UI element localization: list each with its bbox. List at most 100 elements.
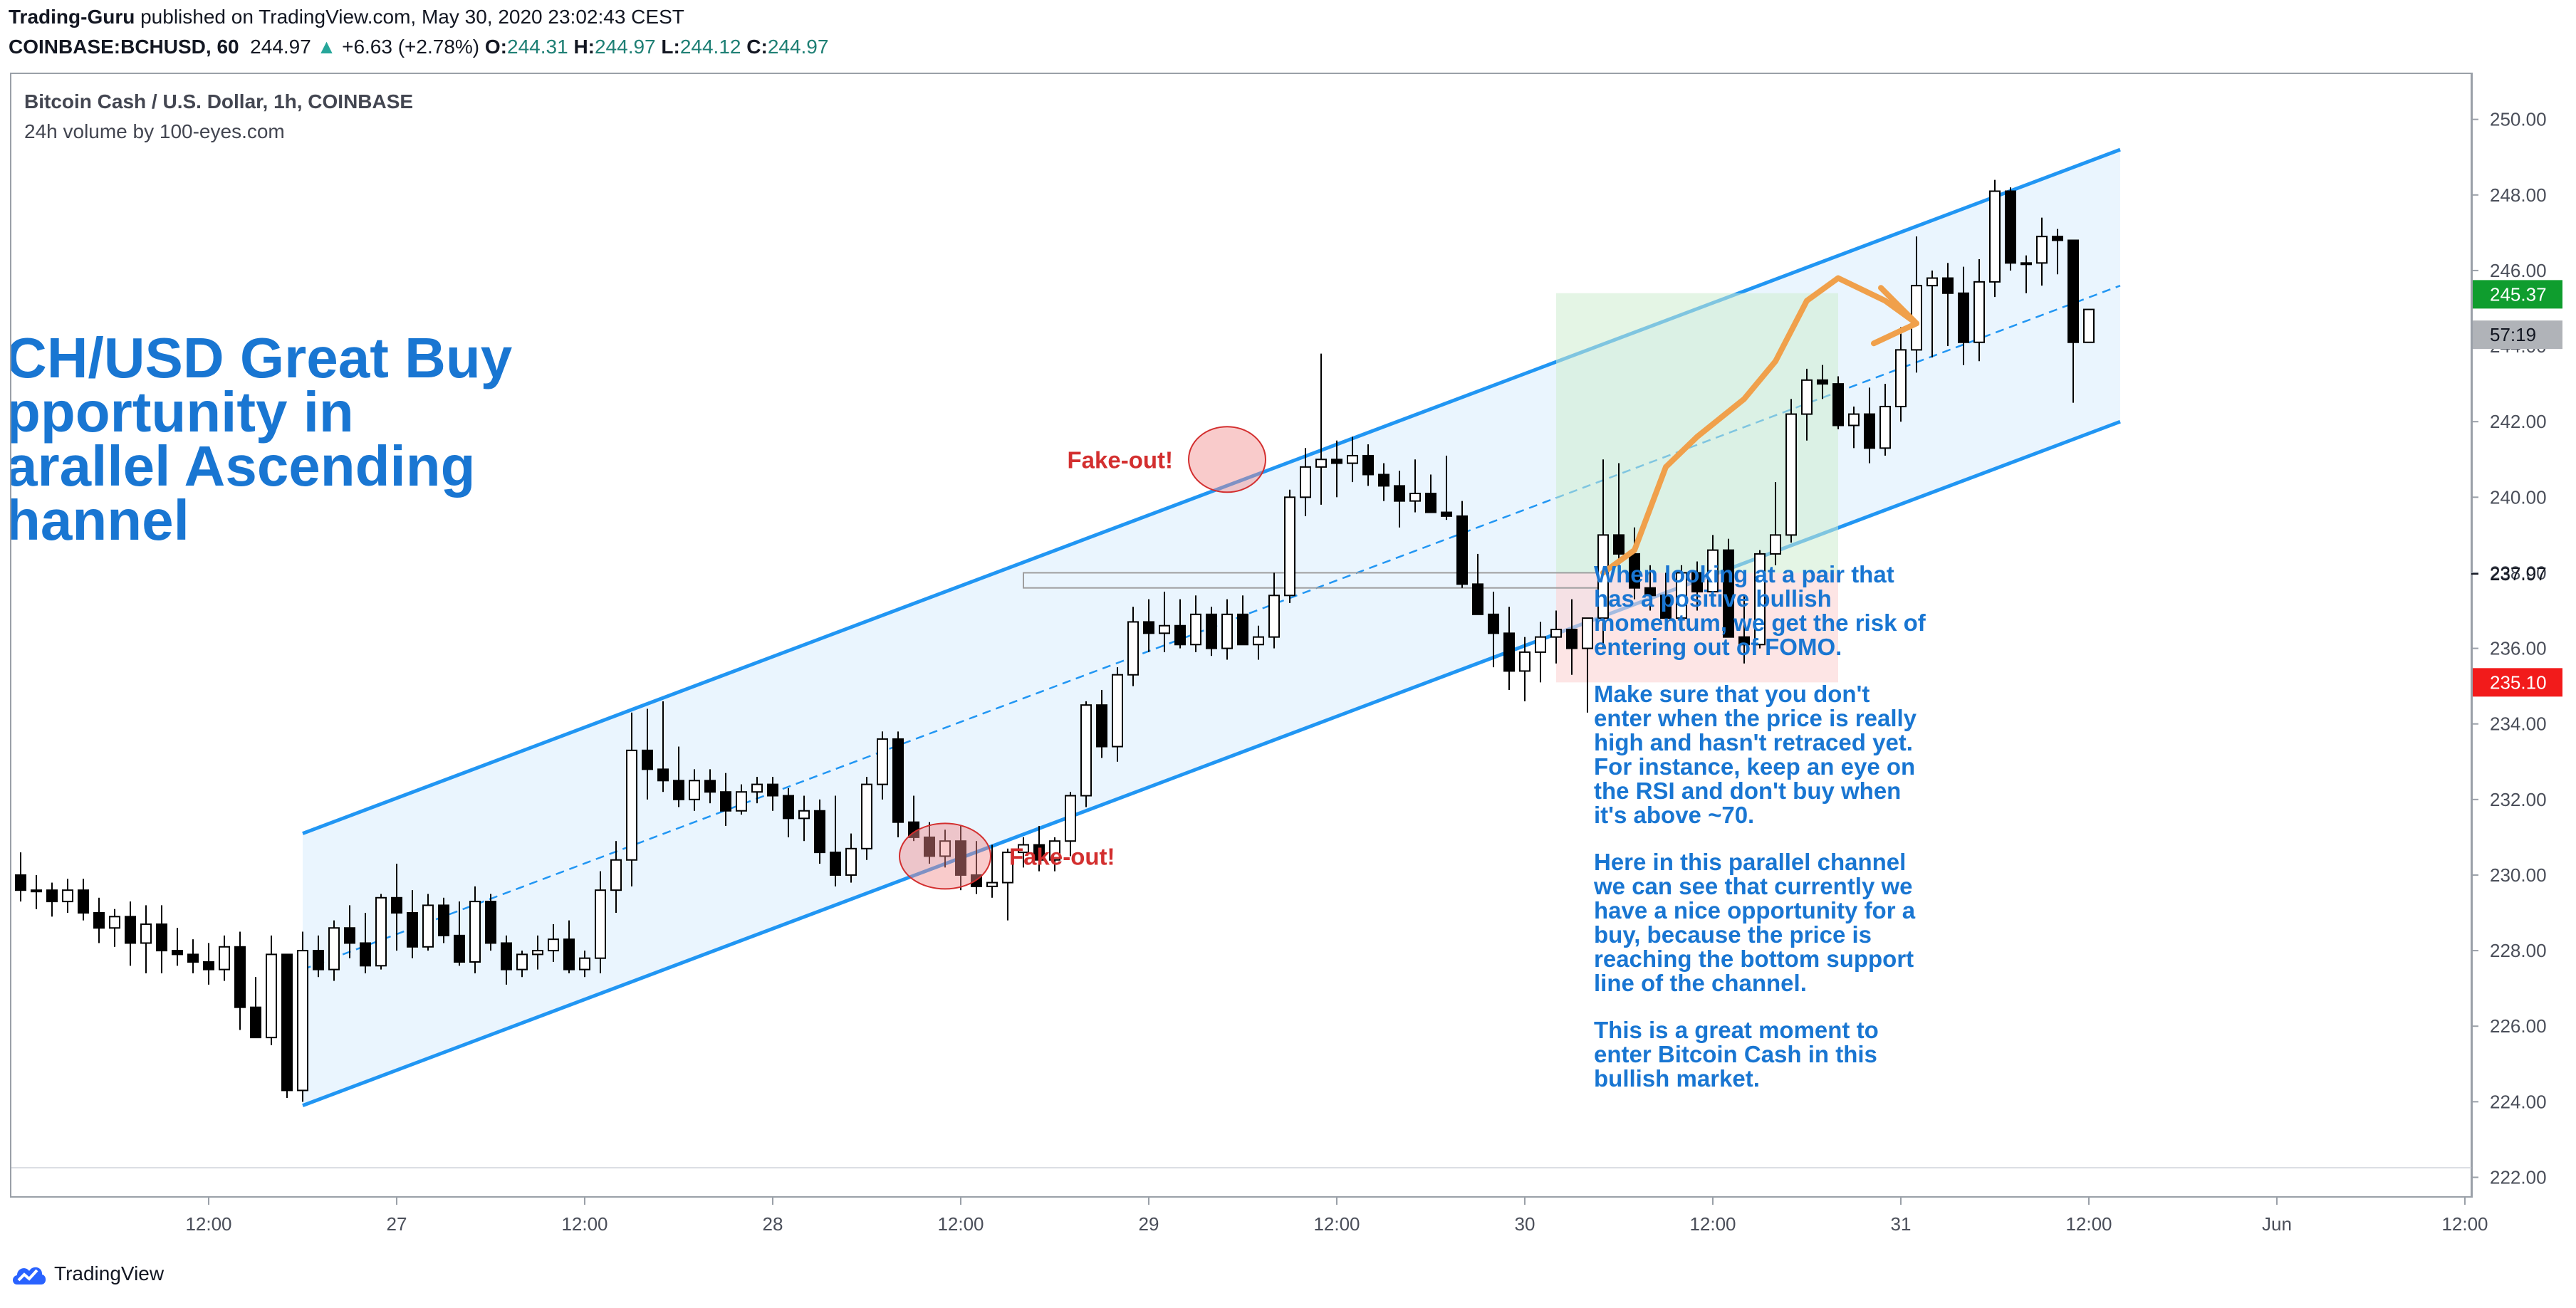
candle <box>360 913 371 973</box>
candle <box>1707 535 1719 603</box>
candle <box>767 776 778 811</box>
note-text-line: has a positive bullish <box>1594 585 1832 612</box>
candle <box>1284 489 1295 603</box>
projection-arrowhead[interactable] <box>1871 285 1919 347</box>
candle-body <box>1582 617 1593 649</box>
candle <box>657 701 669 792</box>
candle-body <box>422 904 434 948</box>
price-tick-label: 230.00 <box>2490 864 2547 886</box>
candle-body <box>626 749 637 861</box>
candle <box>1785 399 1797 543</box>
candle <box>736 784 747 815</box>
candle <box>31 874 42 909</box>
time-tick-label: 29 <box>1139 1213 1159 1235</box>
candle <box>281 953 293 1099</box>
fakeout-ellipse-upper[interactable] <box>1188 426 1266 493</box>
tradingview-logo[interactable]: TradingView <box>10 1260 164 1287</box>
candle <box>438 897 449 943</box>
candle-body <box>1190 613 1201 646</box>
candle-body <box>328 927 340 970</box>
price-tick-label: 250.00 <box>2490 109 2547 130</box>
time-tick-label: 28 <box>763 1213 783 1235</box>
candle-body <box>1613 534 1625 555</box>
candle-body <box>1754 553 1766 646</box>
candle-body <box>438 904 449 936</box>
candle <box>798 795 810 842</box>
candle <box>2052 229 2063 275</box>
candle-body <box>1206 613 1217 649</box>
candle-body <box>579 957 590 970</box>
candle <box>1550 610 1562 664</box>
up-triangle-icon: ▲ <box>316 36 337 58</box>
candle-body <box>266 953 277 1039</box>
time-tick-label: 12:00 <box>937 1213 984 1235</box>
candle <box>892 731 904 837</box>
candle <box>46 882 58 917</box>
candle-body <box>62 889 73 903</box>
price-label: 245.37 <box>2473 280 2562 309</box>
candle <box>1691 561 1703 611</box>
candle-body <box>1394 485 1405 502</box>
candle <box>407 890 418 958</box>
price-tick-label: 246.00 <box>2490 260 2547 281</box>
price-tick-label: 232.00 <box>2490 789 2547 810</box>
candle-body <box>877 738 888 785</box>
time-tick-label: 30 <box>1515 1213 1535 1235</box>
projection-curve[interactable] <box>1600 275 1919 576</box>
time-tick-label: 12:00 <box>1689 1213 1736 1235</box>
candle <box>1848 406 1860 449</box>
candle-body <box>1973 281 1985 343</box>
candle <box>532 935 543 970</box>
candle <box>1895 327 1907 422</box>
candle <box>1754 550 1766 649</box>
candle-body <box>798 810 810 820</box>
note-text-line: enter Bitcoin Cash in this <box>1594 1041 1877 1067</box>
price-tick-label: 238.00 <box>2490 562 2547 583</box>
candle <box>1253 625 1264 660</box>
candle <box>172 928 183 966</box>
candle <box>1378 463 1389 501</box>
note-text-line: entering out of FOMO. <box>1594 634 1842 660</box>
candle <box>563 920 575 973</box>
candle-body <box>2005 190 2016 264</box>
candle-body <box>1926 277 1938 287</box>
candle <box>751 776 763 804</box>
candle <box>1864 387 1875 464</box>
candle-body <box>1629 553 1640 589</box>
candle-body <box>46 889 58 903</box>
candle <box>1174 599 1186 649</box>
candle <box>642 708 653 800</box>
note-text-line: This is a great moment to <box>1594 1017 1879 1043</box>
author-name[interactable]: Trading-Guru <box>9 6 135 28</box>
candle <box>1237 595 1248 646</box>
candle-body <box>532 950 543 956</box>
channel-upper-line[interactable] <box>302 147 2121 835</box>
candle <box>1817 365 1828 399</box>
note-text-line: line of the channel. <box>1594 970 1807 996</box>
candle <box>187 939 199 973</box>
candle-body <box>344 927 355 944</box>
published-text: published on TradingView.com, May 30, 20… <box>140 6 684 28</box>
candle <box>1801 368 1813 441</box>
candle <box>1300 448 1311 516</box>
candle-body <box>1770 534 1781 555</box>
candle <box>62 879 73 914</box>
price-label: 235.10 <box>2473 668 2562 697</box>
candle-body <box>1785 413 1797 536</box>
idea-title-line: CH/USD Great Buy <box>6 326 513 389</box>
candle <box>924 822 935 864</box>
price-label-text: 57:19 <box>2490 324 2536 345</box>
candle-body <box>1942 277 1954 294</box>
candle-body <box>1535 636 1546 653</box>
candle-body <box>1848 413 1860 427</box>
fakeout-ellipse-lower[interactable] <box>899 822 991 890</box>
candle-body <box>1503 632 1515 672</box>
candle <box>2067 239 2079 403</box>
candle <box>1394 471 1405 528</box>
candle-body <box>516 953 528 970</box>
candle-body <box>939 840 951 857</box>
candle-body <box>861 783 872 849</box>
candle-body <box>563 938 575 970</box>
candle-body <box>1472 583 1483 615</box>
